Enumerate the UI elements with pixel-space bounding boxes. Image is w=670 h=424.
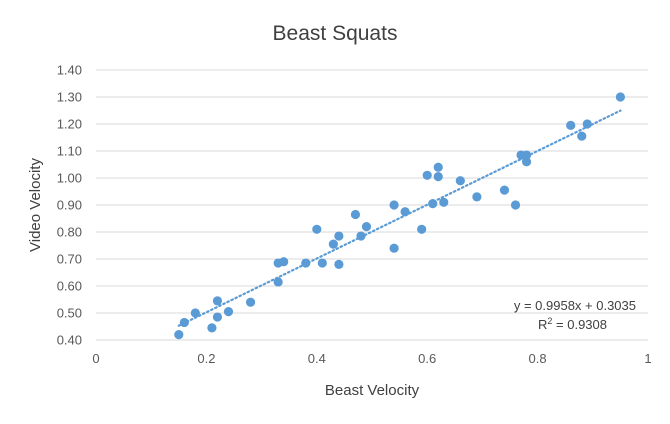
data-points [174, 92, 626, 340]
data-point [400, 207, 410, 217]
r-squared-label: R2 = 0.9308 [538, 316, 607, 332]
data-point [179, 317, 189, 328]
y-axis-label: Video Velocity [27, 158, 44, 252]
data-point [510, 200, 521, 210]
y-tick-label: 0.70 [57, 252, 82, 267]
trendline-group [177, 109, 622, 327]
trendline-equation: y = 0.9958x + 0.3035 [514, 298, 636, 313]
x-tick-label: 0.8 [529, 351, 547, 366]
y-tick-label: 0.60 [57, 279, 82, 294]
y-tick-label: 1.20 [57, 117, 82, 132]
data-point [455, 176, 465, 186]
data-point [328, 239, 338, 249]
data-point [273, 277, 283, 287]
x-axis-ticks: 0 0.2 0.4 0.6 0.8 1 [92, 351, 651, 366]
x-tick-label: 0.4 [308, 351, 326, 366]
trendline [177, 109, 622, 327]
data-point [433, 172, 443, 182]
y-tick-label: 1.00 [57, 171, 82, 186]
x-tick-label: 1 [644, 351, 651, 366]
y-tick-label: 0.50 [57, 306, 82, 321]
data-point [417, 224, 427, 234]
data-point [361, 222, 372, 232]
data-point [223, 307, 234, 317]
data-point [350, 209, 361, 220]
chart-title: Beast Squats [273, 22, 398, 45]
data-point [312, 224, 322, 234]
x-tick-label: 0.2 [197, 351, 215, 366]
data-point [174, 330, 184, 340]
data-point [422, 170, 432, 180]
data-point [212, 296, 223, 306]
y-tick-label: 1.40 [57, 63, 82, 78]
x-axis-label: Beast Velocity [325, 382, 420, 399]
y-tick-label: 1.30 [57, 90, 82, 105]
data-point [433, 162, 443, 172]
y-axis-ticks: 0.40 0.50 0.60 0.70 0.80 0.90 1.00 1.10 1.20 1.30… [57, 63, 82, 348]
data-point [428, 199, 438, 209]
x-tick-label: 0.6 [418, 351, 436, 366]
y-tick-label: 0.90 [57, 198, 82, 213]
data-point [566, 120, 576, 130]
data-point [389, 200, 399, 210]
data-point [499, 185, 510, 195]
data-point [190, 308, 200, 318]
data-point [279, 257, 289, 267]
data-point [577, 131, 587, 141]
data-point [389, 243, 399, 253]
data-point [439, 197, 449, 207]
data-point [582, 119, 592, 129]
data-point [245, 297, 256, 307]
data-point [334, 259, 344, 269]
data-point [207, 323, 217, 333]
data-point [615, 92, 626, 102]
y-tick-label: 1.10 [57, 144, 82, 159]
data-point [356, 231, 366, 241]
data-point [521, 157, 532, 167]
data-point [472, 192, 482, 202]
data-point [334, 231, 344, 241]
data-point [301, 258, 311, 268]
data-point [212, 312, 223, 322]
x-tick-label: 0 [92, 351, 99, 366]
gridlines [96, 69, 648, 341]
y-tick-label: 0.40 [57, 333, 82, 348]
y-tick-label: 0.80 [57, 225, 82, 240]
data-point [521, 150, 532, 160]
data-point [317, 258, 327, 268]
